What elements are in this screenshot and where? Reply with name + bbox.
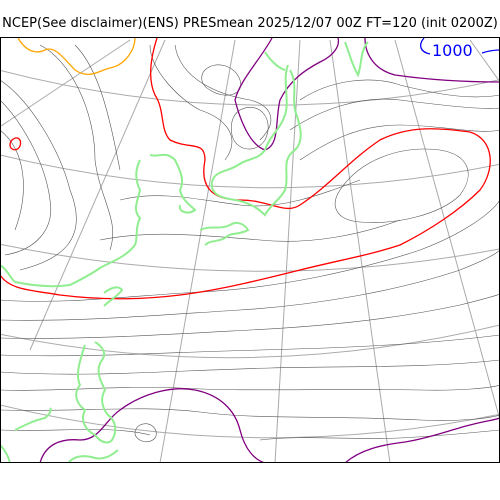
latitude-line — [0, 404, 500, 439]
latitude-line — [0, 69, 500, 106]
graticule — [0, 39, 500, 463]
longitude-line — [394, 39, 500, 421]
map-panel: 1000 — [0, 37, 500, 463]
purple-contour — [364, 37, 500, 83]
map-frame — [0, 37, 500, 463]
purple-contour — [39, 388, 266, 463]
latitude-line — [0, 243, 500, 272]
coastline — [0, 41, 369, 463]
longitude-line — [469, 39, 500, 83]
orange-contour — [17, 37, 136, 75]
pressure-map: 1000 — [0, 37, 500, 463]
purple-contour — [234, 37, 340, 151]
purple-contour — [344, 417, 500, 463]
longitude-line — [329, 39, 391, 463]
red-contour — [9, 137, 22, 151]
blue-contour — [419, 37, 431, 55]
latitude-line — [0, 324, 500, 359]
longitude-line — [0, 39, 131, 128]
longitude-line — [159, 39, 236, 463]
map-title: NCEP(See disclaimer)(ENS) PRESmean 2025/… — [2, 16, 498, 31]
isobars — [0, 44, 500, 443]
contour-label-1000: 1000 — [432, 41, 473, 60]
longitude-line — [29, 39, 166, 351]
blue-contour — [481, 49, 500, 54]
latitude-line — [0, 154, 500, 189]
red-contour — [0, 37, 491, 300]
